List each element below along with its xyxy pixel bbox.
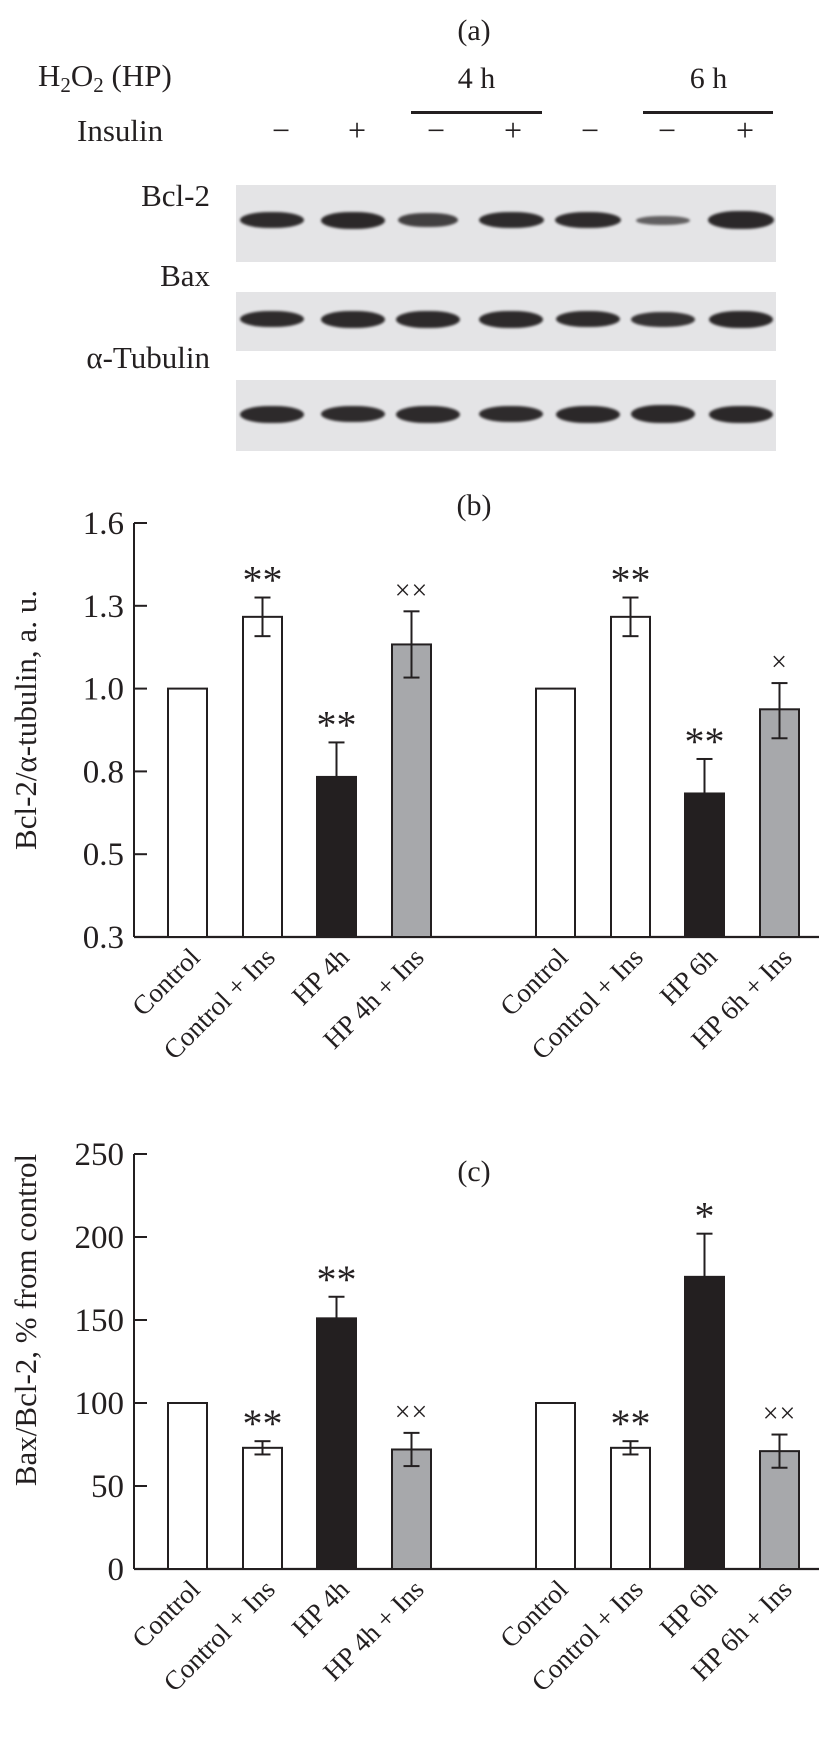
time-label-6h: 6 h	[689, 62, 728, 95]
chart-bcl2-tubulin: Bcl-2/α-tubulin, a. u. (b) 1.6 1.3 1.0 0.8 0…	[8, 489, 819, 1065]
chart-b-y-axis-label: Bcl-2/α-tubulin, a. u.	[8, 590, 43, 850]
blot-band	[240, 405, 304, 423]
bar	[610, 1446, 651, 1571]
bar	[535, 1402, 576, 1570]
bar	[242, 1446, 283, 1571]
blot-strip-bax	[236, 292, 776, 351]
significance-marker: **	[243, 558, 283, 603]
y-tick-label: 1.3	[83, 589, 124, 625]
treatment-label-h2o2: H2O2 (HP)	[38, 58, 172, 98]
y-tick-label: 100	[75, 1386, 125, 1422]
blot-band	[240, 311, 304, 327]
chart-c-panel-label: (c)	[457, 1155, 490, 1188]
blot-band	[636, 215, 690, 225]
chart-c-axes: 250 200 150 100 50 0	[75, 1137, 819, 1588]
significance-marker: **	[611, 558, 651, 603]
y-tick-label: 150	[75, 1303, 125, 1339]
blot-band	[631, 311, 695, 327]
y-tick-label: 0.5	[83, 837, 124, 873]
blot-band	[631, 405, 695, 423]
bar	[316, 1317, 357, 1570]
insulin-sign-lane-1: −	[271, 112, 291, 148]
blot-strip-bcl2	[236, 185, 776, 262]
blot-band	[321, 211, 385, 229]
bar	[684, 1275, 725, 1570]
bar	[535, 687, 576, 938]
time-bracket-4h	[411, 111, 542, 114]
blot-band	[321, 310, 385, 328]
blot-band	[709, 310, 773, 328]
y-tick-label: 0.8	[83, 754, 124, 790]
blot-band	[479, 310, 543, 328]
insulin-sign-lane-6: −	[657, 112, 677, 148]
x-tick-label: HP 6h	[654, 1574, 723, 1643]
blot-band	[240, 212, 304, 228]
blot-band	[321, 406, 385, 422]
insulin-sign-lane-4: +	[503, 112, 523, 148]
significance-marker: *	[695, 1194, 715, 1239]
h2o2-sub-2: 2	[93, 73, 104, 97]
insulin-sign-lane-5: −	[580, 112, 600, 148]
blot-band	[478, 212, 544, 228]
y-tick-label: 0.3	[83, 920, 124, 956]
blot-band	[556, 405, 620, 423]
significance-marker: **	[317, 1257, 357, 1302]
blot-band	[555, 212, 621, 228]
blot-band	[398, 213, 458, 227]
x-tick-label: HP 6h	[654, 942, 723, 1011]
significance-marker: **	[317, 702, 357, 747]
blot-band	[396, 310, 460, 328]
bar	[610, 615, 651, 938]
bar	[391, 643, 432, 938]
bar	[316, 775, 357, 939]
bar	[759, 1450, 800, 1571]
insulin-sign-lane-2: +	[347, 112, 367, 148]
insulin-label: Insulin	[77, 113, 164, 148]
h2o2-h: H	[38, 58, 61, 93]
bar	[391, 1448, 432, 1571]
bar	[167, 687, 208, 938]
significance-marker: **	[243, 1401, 283, 1446]
blot-band	[396, 405, 460, 423]
y-tick-label: 0	[108, 1552, 125, 1588]
blot-band	[708, 211, 774, 229]
y-tick-label: 200	[75, 1220, 125, 1256]
x-tick-label: HP 4h	[286, 1574, 355, 1643]
h2o2-sub-1: 2	[60, 73, 71, 97]
time-bracket-6h	[643, 111, 773, 114]
chart-b-bars: Control**Control + Ins**HP 4h××HP 4h + I…	[126, 558, 800, 1065]
y-tick-label: 250	[75, 1137, 125, 1173]
bar	[759, 708, 800, 938]
significance-marker: **	[611, 1401, 651, 1446]
significance-marker: ××	[395, 575, 429, 606]
y-tick-label: 50	[91, 1469, 124, 1505]
chart-bax-bcl2: Bax/Bcl-2, % from control (c) 250 200 150 1…	[8, 1137, 819, 1697]
blot-band	[556, 311, 620, 327]
blot-band	[479, 406, 543, 422]
chart-b-panel-label: (b)	[457, 489, 492, 522]
time-label-4h: 4 h	[457, 62, 496, 95]
h2o2-o: O	[70, 58, 94, 93]
blot-label-alpha-tubulin: α-Tubulin	[86, 340, 210, 375]
bar	[167, 1402, 208, 1570]
blot-strip-alpha-tubulin	[236, 380, 776, 451]
blot-label-bcl2: Bcl-2	[141, 178, 210, 213]
panel-a-label: (a)	[457, 14, 491, 47]
significance-marker: ××	[763, 1399, 797, 1430]
insulin-sign-lane-7: +	[735, 112, 755, 148]
blot-label-bax: Bax	[160, 258, 210, 293]
insulin-sign-lane-3: −	[426, 112, 446, 148]
chart-c-y-axis-label: Bax/Bcl-2, % from control	[8, 1154, 43, 1486]
significance-marker: **	[685, 719, 725, 764]
y-tick-label: 1.6	[83, 506, 124, 542]
bar	[242, 615, 283, 938]
significance-marker: ×	[771, 647, 788, 678]
significance-marker: ××	[395, 1397, 429, 1428]
bar	[684, 792, 725, 939]
chart-c-bars: Control**Control + Ins**HP 4h××HP 4h + I…	[126, 1194, 800, 1697]
h2o2-suffix: (HP)	[103, 58, 172, 93]
y-tick-label: 1.0	[83, 672, 124, 708]
blot-band	[709, 405, 773, 423]
x-tick-label: HP 4h	[286, 942, 355, 1011]
